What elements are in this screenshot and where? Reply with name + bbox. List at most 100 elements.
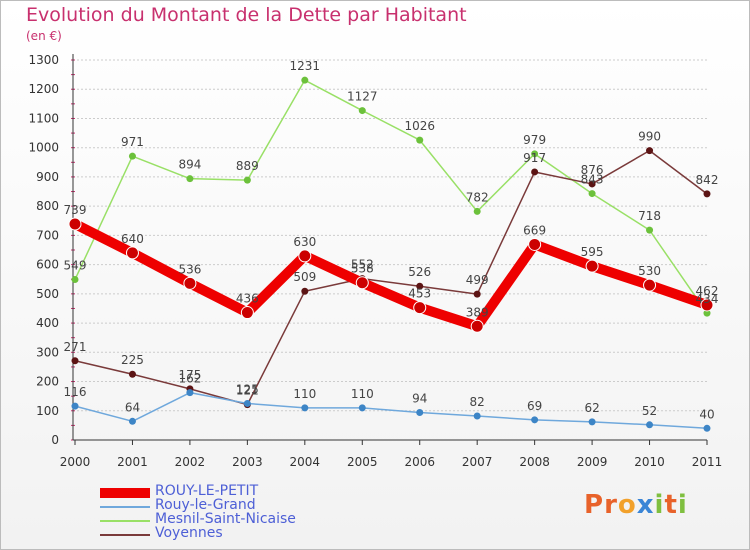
logo-letter: P <box>584 490 605 520</box>
data-point <box>700 298 714 312</box>
data-label: 640 <box>121 232 144 246</box>
logo-letter: o <box>617 490 637 520</box>
data-point <box>301 287 309 295</box>
series-line <box>70 218 712 332</box>
data-label: 389 <box>466 305 489 319</box>
data-label: 538 <box>351 262 374 276</box>
data-label: 889 <box>236 159 259 173</box>
data-point <box>355 276 369 290</box>
data-label: 739 <box>64 203 87 217</box>
data-point <box>585 259 599 273</box>
logo-letter: r <box>604 490 618 520</box>
x-tick-label: 2002 <box>175 455 206 469</box>
data-label: 271 <box>64 340 87 354</box>
logo-letter: t <box>664 490 678 520</box>
legend-label: Mesnil-Saint-Nicaise <box>155 511 296 527</box>
data-point <box>531 416 539 424</box>
y-tick-label: 900 <box>36 170 59 184</box>
y-tick-label: 200 <box>36 375 59 389</box>
x-tick-label: 2004 <box>290 455 321 469</box>
data-label: 175 <box>178 368 201 382</box>
series-line <box>74 79 708 314</box>
data-point <box>71 357 79 365</box>
data-label: 69 <box>527 399 542 413</box>
x-tick-label: 2006 <box>404 455 435 469</box>
logo-letter: i <box>677 490 688 520</box>
data-label: 82 <box>470 395 485 409</box>
series-line <box>74 149 708 406</box>
data-label: 125 <box>236 382 259 396</box>
logo-letter: x <box>636 490 655 520</box>
data-point <box>68 217 82 231</box>
data-label: 630 <box>293 235 316 249</box>
data-point <box>358 404 366 412</box>
data-label: 843 <box>581 173 604 187</box>
y-tick-label: 1100 <box>28 111 59 125</box>
data-label: 64 <box>125 400 140 414</box>
y-tick-label: 800 <box>36 199 59 213</box>
data-point <box>646 147 654 155</box>
data-point <box>416 282 424 290</box>
data-point <box>186 389 194 397</box>
series-line <box>74 391 708 430</box>
x-tick-label: 2008 <box>519 455 550 469</box>
data-label: 782 <box>466 190 489 204</box>
legend-swatch <box>100 534 150 536</box>
data-point <box>528 237 542 251</box>
legend-label: Rouy-le-Grand <box>155 497 256 513</box>
data-point <box>71 402 79 410</box>
data-point <box>243 176 251 184</box>
data-point <box>298 249 312 263</box>
data-label: 979 <box>523 133 546 147</box>
data-label: 990 <box>638 130 661 144</box>
series-2 <box>71 76 711 317</box>
y-tick-label: 700 <box>36 228 59 242</box>
data-label: 842 <box>696 173 719 187</box>
data-point <box>125 246 139 260</box>
data-label: 549 <box>64 259 87 273</box>
legend-swatch <box>100 520 150 522</box>
data-label: 110 <box>351 387 374 401</box>
y-tick-label: 1300 <box>28 53 59 67</box>
series-0 <box>68 217 714 333</box>
data-point <box>588 418 596 426</box>
data-label: 917 <box>523 151 546 165</box>
data-point <box>128 370 136 378</box>
data-label: 453 <box>408 287 431 301</box>
x-tick-label: 2011 <box>692 455 723 469</box>
data-point <box>128 417 136 425</box>
data-label: 94 <box>412 392 427 406</box>
data-point <box>531 150 539 158</box>
y-tick-label: 600 <box>36 258 59 272</box>
data-label: 499 <box>466 273 489 287</box>
data-label: 876 <box>581 163 604 177</box>
x-tick-label: 2003 <box>232 455 263 469</box>
data-label: 894 <box>178 158 201 172</box>
logo-letter: i <box>654 490 665 520</box>
data-point <box>473 412 481 420</box>
y-tick-label: 300 <box>36 345 59 359</box>
data-label: 110 <box>293 387 316 401</box>
data-point <box>301 404 309 412</box>
data-label: 1231 <box>290 59 321 73</box>
series-1 <box>71 389 711 432</box>
x-tick-label: 2010 <box>634 455 665 469</box>
data-point <box>703 309 711 317</box>
data-point <box>240 306 254 320</box>
data-point <box>703 424 711 432</box>
grid <box>73 59 707 441</box>
data-label: 526 <box>408 265 431 279</box>
data-label: 434 <box>696 292 719 306</box>
data-label: 1127 <box>347 90 378 104</box>
y-tick-label: 0 <box>51 433 59 447</box>
data-point <box>473 207 481 215</box>
data-label: 669 <box>523 223 546 237</box>
legend-label: ROUY-LE-PETIT <box>155 483 259 499</box>
data-point <box>301 76 309 84</box>
y-tick-label: 400 <box>36 316 59 330</box>
data-labels: 549 971 894 889 1231 1127 1026 782 979 843 718 434 2… <box>64 59 719 421</box>
data-label: 225 <box>121 353 144 367</box>
data-point <box>588 180 596 188</box>
data-point <box>358 107 366 115</box>
